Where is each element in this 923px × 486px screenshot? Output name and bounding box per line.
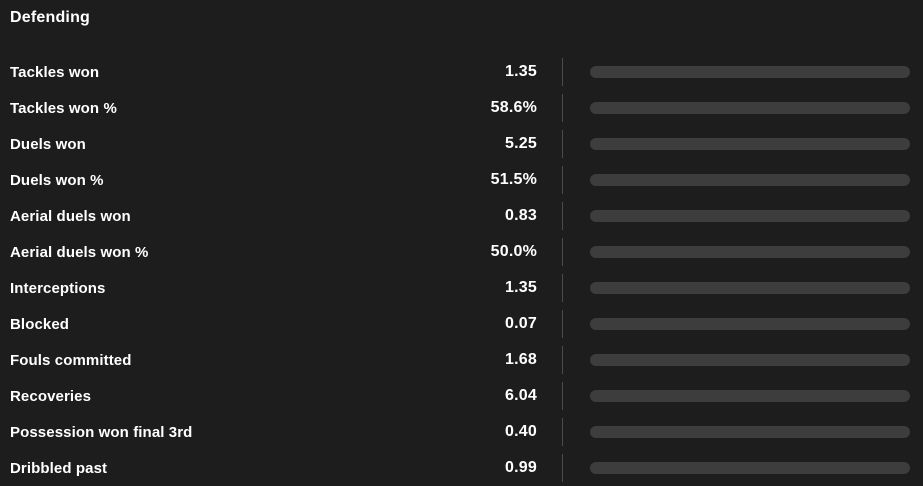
stat-bar-track <box>590 138 910 150</box>
stat-row: Duels won 5.25 <box>0 126 923 162</box>
stat-bar-track <box>590 390 910 402</box>
stat-bar-track <box>590 462 910 474</box>
stat-value: 0.99 <box>505 459 537 476</box>
stat-value: 58.6% <box>490 99 537 116</box>
stat-row: Fouls committed 1.68 <box>0 342 923 378</box>
stat-row: Dribbled past 0.99 <box>0 450 923 486</box>
stat-value: 1.35 <box>505 63 537 80</box>
stat-row: Possession won final 3rd 0.40 <box>0 414 923 450</box>
stat-rows: Tackles won 1.35 Tackles won % 58.6% Due… <box>0 54 923 486</box>
stat-bar-track <box>590 282 910 294</box>
stat-bar-track <box>590 66 910 78</box>
stat-bar-track <box>590 354 910 366</box>
stat-label: Recoveries <box>10 387 92 405</box>
stat-value: 1.35 <box>505 279 537 296</box>
stat-label: Aerial duels won % <box>10 243 149 261</box>
stat-value: 6.04 <box>505 387 537 404</box>
stat-label: Aerial duels won <box>10 207 131 225</box>
stat-bar-track <box>590 318 910 330</box>
row-divider <box>562 238 563 266</box>
stat-label: Blocked <box>10 315 70 333</box>
row-divider <box>562 274 563 302</box>
stat-bar-track <box>590 174 910 186</box>
stat-row: Duels won % 51.5% <box>0 162 923 198</box>
stat-row: Blocked 0.07 <box>0 306 923 342</box>
row-divider <box>562 454 563 482</box>
stat-value: 5.25 <box>505 135 537 152</box>
stat-bar-track <box>590 426 910 438</box>
stat-value: 51.5% <box>490 171 537 188</box>
row-divider <box>562 346 563 374</box>
stat-label: Interceptions <box>10 279 106 297</box>
stat-row: Aerial duels won % 50.0% <box>0 234 923 270</box>
stat-row: Tackles won 1.35 <box>0 54 923 90</box>
stat-row: Interceptions 1.35 <box>0 270 923 306</box>
stat-label: Duels won <box>10 135 86 153</box>
stat-bar-track <box>590 210 910 222</box>
row-divider <box>562 310 563 338</box>
stat-row: Tackles won % 58.6% <box>0 90 923 126</box>
stat-value: 0.83 <box>505 207 537 224</box>
stat-value: 1.68 <box>505 351 537 368</box>
stat-value: 0.07 <box>505 315 537 332</box>
stat-value: 0.40 <box>505 423 537 440</box>
row-divider <box>562 58 563 86</box>
stat-row: Aerial duels won 0.83 <box>0 198 923 234</box>
row-divider <box>562 130 563 158</box>
row-divider <box>562 382 563 410</box>
row-divider <box>562 202 563 230</box>
section-title: Defending <box>10 9 91 26</box>
stat-label: Tackles won <box>10 63 100 81</box>
stat-label: Fouls committed <box>10 351 132 369</box>
stat-label: Tackles won % <box>10 99 117 117</box>
stat-label: Dribbled past <box>10 459 108 477</box>
stat-bar-track <box>590 246 910 258</box>
row-divider <box>562 94 563 122</box>
stat-value: 50.0% <box>490 243 537 260</box>
stat-label: Duels won % <box>10 171 104 189</box>
stat-bar-track <box>590 102 910 114</box>
stat-label: Possession won final 3rd <box>10 423 193 441</box>
row-divider <box>562 166 563 194</box>
row-divider <box>562 418 563 446</box>
stat-row: Recoveries 6.04 <box>0 378 923 414</box>
